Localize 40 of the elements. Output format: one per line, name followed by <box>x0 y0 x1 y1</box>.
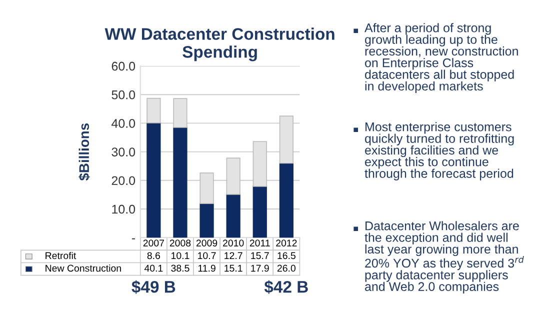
x-tick-label: 2007 <box>143 240 164 246</box>
y-tick-label: - <box>132 238 135 240</box>
chart-title: WW Datacenter Construction Spending <box>104 28 334 62</box>
x-tick-label: 2009 <box>196 240 218 246</box>
data-label: 26.0 <box>277 264 296 272</box>
text: After a period of strong growth leading up to the recession, new construction on Enterprise Class datacenters all but stopped in developed markets <box>364 23 518 94</box>
text: $49 B <box>132 280 176 294</box>
data-label: 12.7 <box>224 252 242 259</box>
bar <box>200 172 214 204</box>
data-label: 15.1 <box>224 264 242 272</box>
bar <box>173 98 188 128</box>
data-label: 15.7 <box>251 252 269 260</box>
x-tick-label: 2012 <box>276 240 297 246</box>
data-label: 16.5 <box>278 252 296 260</box>
legend-label: New Construction <box>46 264 121 272</box>
legend-label: Retrofit <box>46 252 76 260</box>
data-label: 40.1 <box>144 264 163 272</box>
y-tick-label: 10.0 <box>112 204 136 214</box>
bar <box>279 116 294 164</box>
data-label: 17.9 <box>251 264 269 272</box>
x-tick-label: 2011 <box>250 240 270 246</box>
y-axis-title: $Billions <box>78 123 90 181</box>
y-tick-label: 20.0 <box>112 176 136 186</box>
y-tick-label: 60.0 <box>112 62 136 71</box>
text: Datacenter Wholesalers are the exception and did well last year growing more than 20% YOY as they served 3$^{rd}$ party datacenter suppliers and Web 2.0 companies <box>364 221 524 294</box>
data-label: 8.6 <box>147 252 160 260</box>
bar <box>252 141 267 187</box>
x-tick-label: 2010 <box>223 240 244 246</box>
data-label: 11.9 <box>198 264 216 272</box>
y-tick-label: 30.0 <box>112 148 136 156</box>
bar <box>146 98 161 124</box>
data-label: 38.5 <box>171 264 190 272</box>
text: $42 B <box>264 280 308 294</box>
data-label: 10.1 <box>172 252 190 260</box>
text: Most enterprise customers quickly turned to retrofitting existing facilities and we expect this to continue through the forecast period <box>364 122 514 180</box>
data-label: 10.7 <box>198 252 216 260</box>
y-tick-label: 40.0 <box>112 119 136 128</box>
y-tick-label: 50.0 <box>112 90 136 100</box>
x-tick-label: 2008 <box>170 240 191 246</box>
bar <box>226 158 240 195</box>
